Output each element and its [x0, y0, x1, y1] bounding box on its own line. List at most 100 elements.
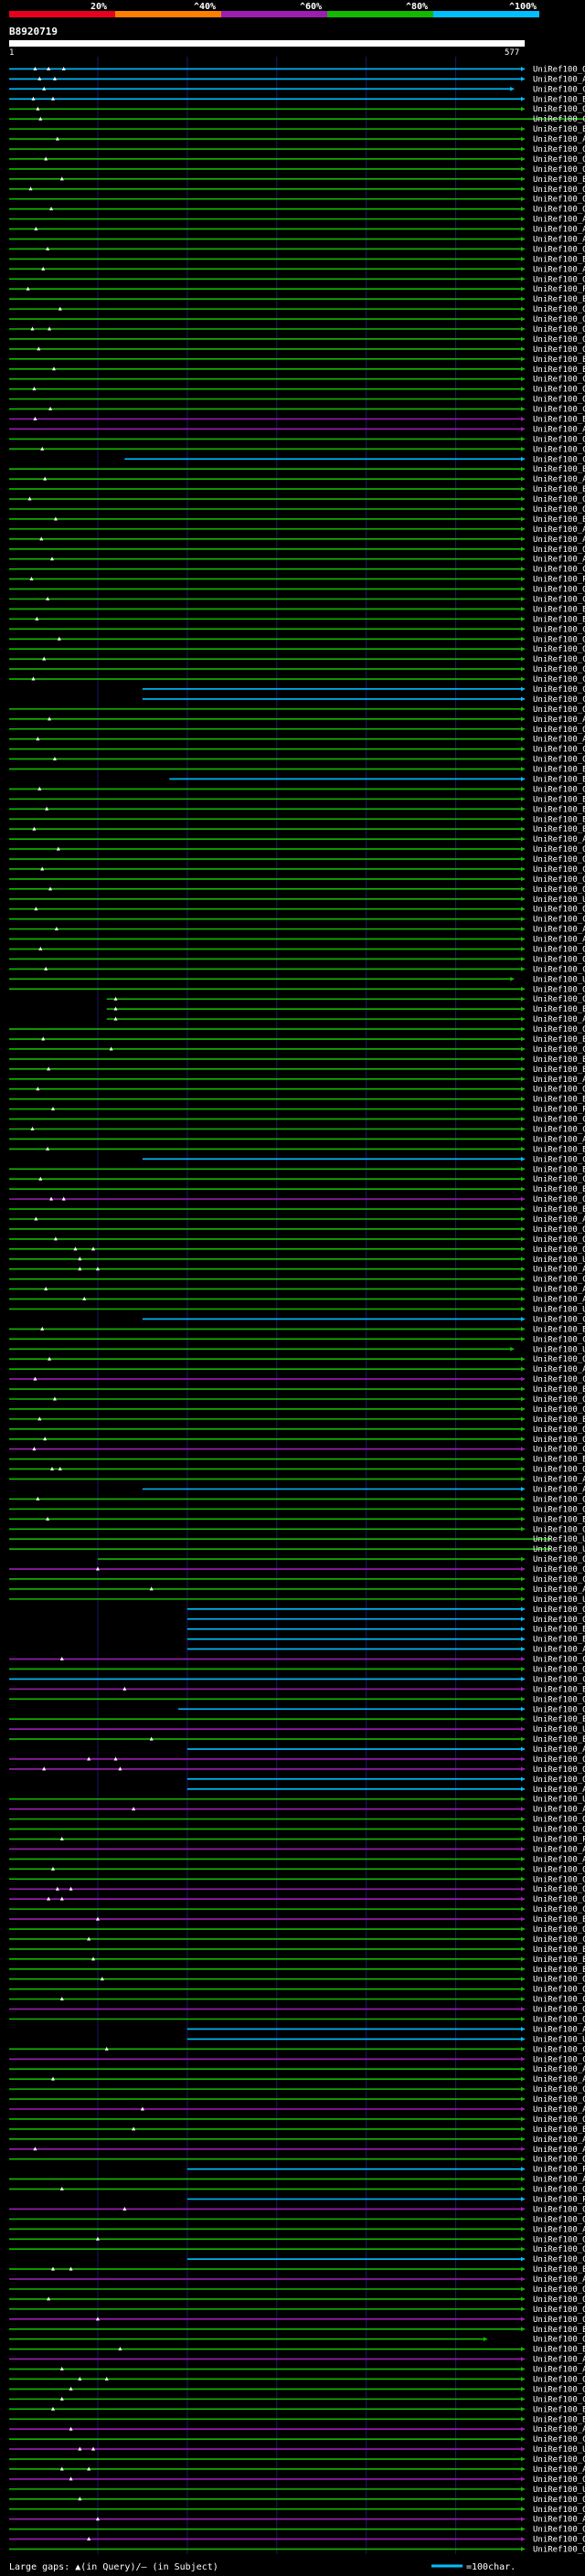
hit-label: UniRef100_C5TNH3 — [533, 2455, 585, 2465]
hit-arrow — [521, 1256, 525, 1262]
hit-arrow — [521, 2537, 525, 2542]
hit-label: UniRef100_A2X7S4 — [533, 936, 585, 945]
hit-label: UniRef100_B9T135 — [533, 2415, 585, 2424]
gap-marker — [149, 1586, 154, 1591]
hit-arrow — [521, 1716, 525, 1722]
gap-marker — [33, 2147, 37, 2151]
hit-label: UniRef100_Q9ZTN2 — [533, 206, 585, 215]
hit-label: UniRef100_B8ZYX2 — [533, 1145, 585, 1154]
hit-label: UniRef100_B6SJF9 — [533, 805, 585, 814]
gap-marker — [50, 1107, 55, 1111]
hit-label: UniRef100_Q2HV13 — [533, 1925, 585, 1935]
hit-arrow — [521, 376, 525, 382]
hit-arrow — [521, 2367, 525, 2372]
gap-marker — [32, 387, 37, 391]
hit-label: UniRef100_Q7XT30 — [533, 955, 585, 964]
hit-label: UniRef100_B6T7W0 — [533, 366, 585, 375]
hit-arrow — [521, 986, 525, 991]
hit-label: UniRef100_C3SNB5 — [533, 1116, 585, 1125]
gap-marker — [56, 846, 60, 851]
hit-arrow — [521, 2476, 525, 2482]
gap-marker — [36, 106, 40, 111]
hit-label: UniRef100_Q39323 — [533, 2235, 585, 2244]
hit-label: UniRef100_Q39574 — [533, 305, 585, 314]
hit-label: UniRef100_C3SNB6 — [533, 2095, 585, 2104]
hit-label: UniRef100_A5BZS2 — [533, 1806, 585, 1815]
hit-arrow — [521, 1657, 525, 1662]
hit-arrow — [521, 846, 525, 852]
hit-arrow — [521, 2376, 525, 2381]
gap-marker — [36, 737, 40, 741]
gap-marker — [54, 927, 58, 931]
hit-arrow — [521, 126, 525, 132]
hit-label: UniRef100_B4G234 — [533, 1966, 585, 1975]
hit-arrow — [521, 2436, 525, 2442]
hit-label: UniRef100_Q7LF72 — [533, 635, 585, 644]
hit-arrow — [521, 1766, 525, 1772]
hit-arrow — [521, 2157, 525, 2162]
gap-marker — [132, 2126, 136, 2131]
gap-marker — [58, 1467, 62, 1471]
gap-marker — [40, 1326, 45, 1330]
hit-label: UniRef100_Q8LN82 — [533, 2536, 585, 2545]
hit-arrow — [521, 1807, 525, 1812]
hit-label: UniRef100_C0PMV5 — [533, 595, 585, 604]
hit-arrow — [521, 417, 525, 422]
hit-arrow — [521, 356, 525, 362]
gap-marker — [50, 2266, 55, 2271]
hit-arrow — [521, 1526, 525, 1532]
hit-label: UniRef100_B6TBH5 — [533, 1515, 585, 1524]
hit-label: UniRef100_B4FU97 — [533, 2326, 585, 2335]
gap-marker — [33, 1376, 37, 1381]
hit-arrow — [521, 1066, 525, 1072]
gap-marker — [39, 536, 44, 541]
hit-label: UniRef100_Q9FWN9 — [533, 2546, 585, 2555]
hit-label: UniRef100_B8BCY9 — [533, 1165, 585, 1174]
hit-arrow — [521, 1236, 525, 1242]
hit-label: UniRef100_A2WWL1 — [533, 716, 585, 725]
gap-marker — [95, 1916, 100, 1921]
hit-arrow — [521, 106, 525, 111]
hit-label: UniRef100_P93512 — [533, 285, 585, 294]
hit-label: UniRef100_A7QCF0 — [533, 2356, 585, 2365]
hit-arrow — [521, 1436, 525, 1442]
hit-label: UniRef100_P93705 — [533, 1836, 585, 1845]
hit-label: UniRef100_B6T431 — [533, 615, 585, 624]
gap-marker — [113, 1006, 118, 1011]
hit-arrow — [521, 1316, 525, 1321]
hit-arrow — [521, 546, 525, 552]
gap-marker — [118, 1766, 122, 1771]
hit-label: UniRef100_Q9SCT0 — [533, 1235, 585, 1245]
gap-marker — [32, 1447, 37, 1451]
hit-label: UniRef100_C5YDJ3 — [533, 695, 585, 705]
hit-arrow — [521, 806, 525, 811]
hit-arrow — [521, 776, 525, 781]
gap-marker — [37, 786, 42, 790]
hit-label: UniRef100_Q9LKY8 — [533, 105, 585, 114]
hit-label: UniRef100_A9PF92 — [533, 425, 585, 434]
hit-arrow — [521, 136, 525, 142]
hit-label: UniRef100_A2XBH4 — [533, 1015, 585, 1024]
hit-label: UniRef100_C6SYW9 — [533, 916, 585, 925]
hit-label: UniRef100_Q43552 — [533, 2215, 585, 2224]
hit-label: UniRef100_Q8LGR6 — [533, 1695, 585, 1704]
hit-arrow — [521, 146, 525, 152]
hit-arrow — [521, 96, 525, 101]
hit-arrow — [521, 1076, 525, 1082]
hit-label: UniRef100_C6T515 — [533, 1126, 585, 1135]
hit-arrow — [521, 217, 525, 222]
gap-marker — [49, 1196, 54, 1201]
hit-label: UniRef100_B9RP24 — [533, 125, 585, 134]
hit-arrow — [521, 166, 525, 172]
gap-marker — [47, 2296, 51, 2301]
gap-marker — [50, 557, 54, 561]
hit-arrow — [521, 557, 525, 562]
hit-label: UniRef100_Q9FXS2 — [533, 335, 585, 345]
gap-marker — [91, 1956, 96, 1961]
hit-label: UniRef100_C9E0E8 — [533, 406, 585, 415]
hit-arrow — [521, 2216, 525, 2221]
hit-arrow — [521, 2026, 525, 2031]
hit-arrow — [521, 2286, 525, 2292]
hit-label: UniRef100_C5WSH5 — [533, 2045, 585, 2054]
hit-label: UniRef100_A5C2B9 — [533, 1476, 585, 1485]
